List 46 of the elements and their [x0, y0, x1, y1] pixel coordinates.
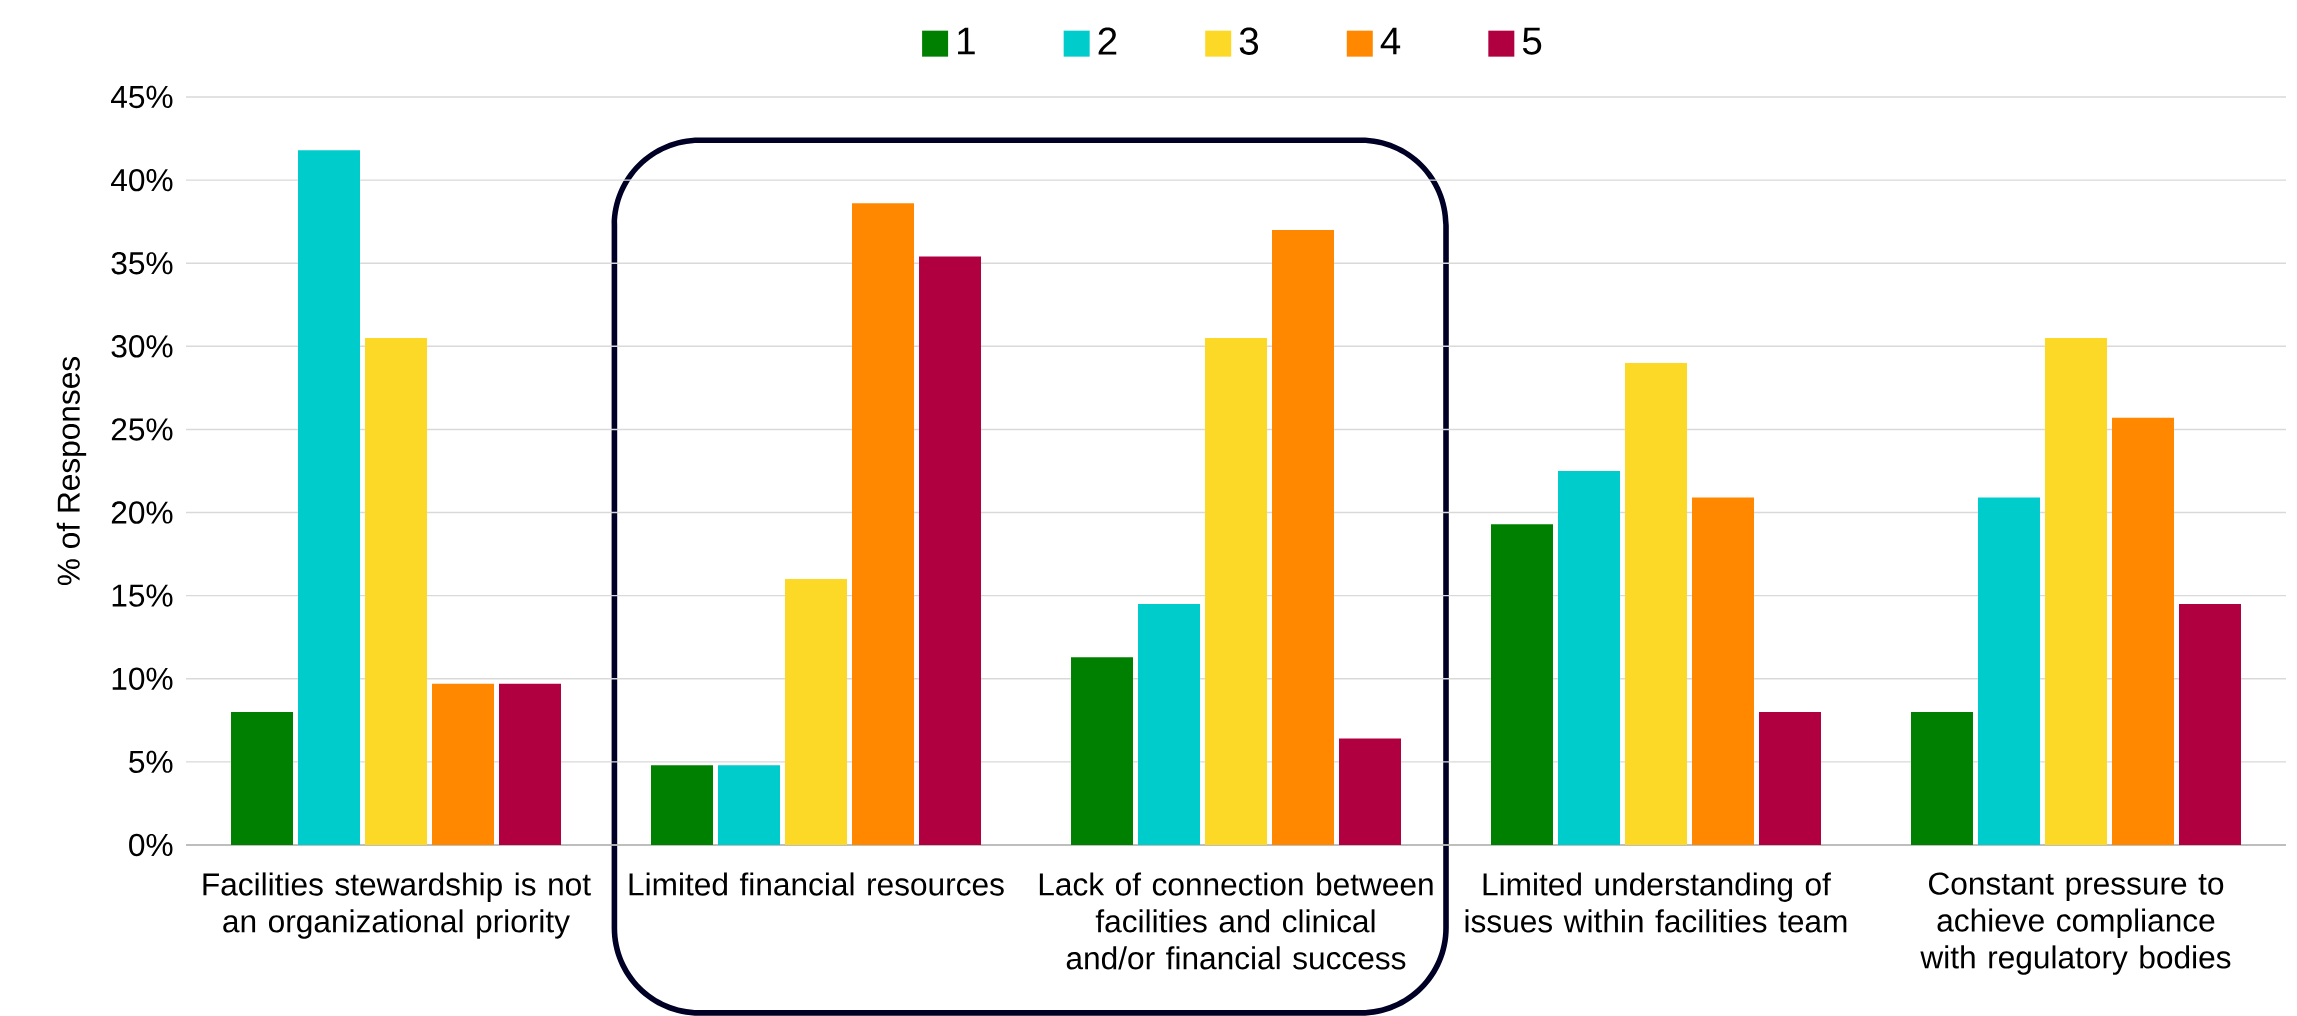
bar	[651, 765, 714, 845]
bar	[1138, 603, 1201, 845]
bar	[1491, 524, 1553, 845]
bar	[1910, 712, 1973, 845]
y-tick-label: 20%	[111, 501, 173, 524]
bar	[2044, 338, 2107, 845]
bar	[1977, 497, 2040, 845]
legend-label: 5	[1522, 27, 1542, 55]
bar	[1339, 738, 1401, 845]
x-tick-label: Constant pressure to achieve compliance with regulatory bodies	[1920, 872, 2231, 975]
legend-label: 4	[1380, 27, 1401, 55]
y-tick-label: 40%	[111, 168, 173, 192]
bar	[1759, 712, 1821, 845]
bar	[1272, 229, 1334, 845]
bar	[1692, 497, 1754, 845]
bar	[2178, 603, 2241, 845]
bar	[1205, 338, 1267, 845]
legend-label: 2	[1098, 27, 1117, 55]
y-tick-label: 5%	[129, 750, 173, 774]
legend-label: 1	[958, 27, 975, 55]
bar	[231, 712, 294, 845]
bar	[365, 338, 428, 845]
bar	[852, 203, 915, 845]
bar	[785, 579, 848, 845]
bar	[499, 683, 562, 845]
x-tick-label: Facilities stewardship is not an organizational priority	[203, 872, 591, 939]
y-tick-label: 30%	[111, 335, 173, 358]
bar	[919, 256, 982, 845]
y-tick-label: 35%	[111, 252, 173, 275]
y-tick-label: 25%	[111, 418, 173, 441]
x-tick-label: Lack of connection between facilities and clinical and/or financial success	[1039, 872, 1433, 970]
x-tick-label: Limited understanding of issues within facilities team	[1465, 872, 1847, 933]
y-tick-label: 10%	[112, 667, 173, 690]
bar	[718, 765, 781, 845]
y-axis-title: % of Responses	[56, 357, 87, 586]
legend-label: 3	[1239, 27, 1259, 55]
y-tick-label: 15%	[112, 584, 173, 607]
bar	[432, 683, 495, 845]
bar	[1558, 470, 1620, 845]
bar	[1625, 362, 1687, 845]
y-tick-label: 0%	[129, 833, 173, 857]
bar	[298, 150, 361, 845]
y-tick-label: 45%	[111, 85, 173, 109]
x-tick-label: Limited financial resources	[629, 872, 1004, 896]
bar	[2111, 417, 2174, 845]
bar	[1071, 657, 1134, 845]
